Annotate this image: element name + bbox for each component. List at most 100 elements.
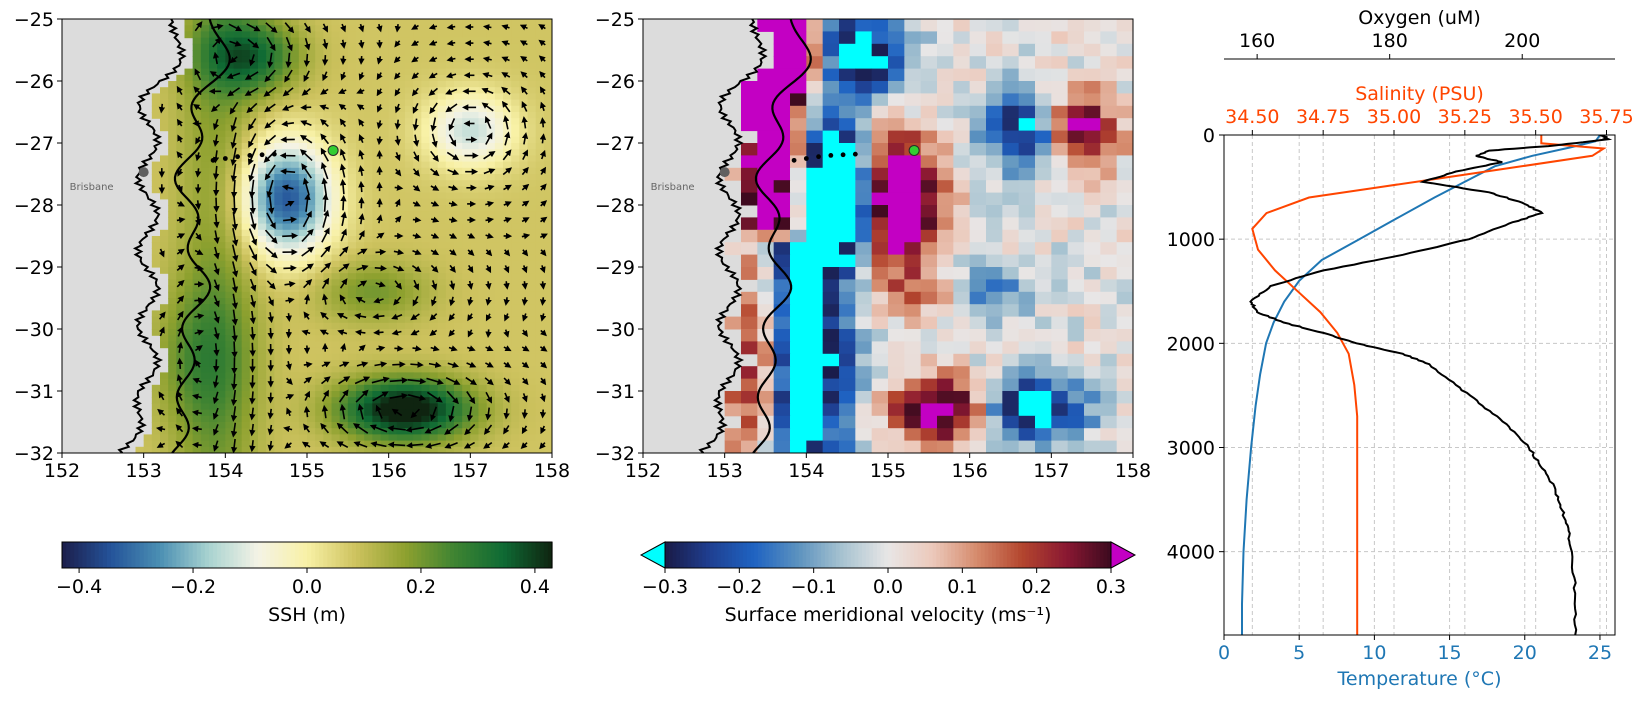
current-vector <box>521 377 529 386</box>
current-vector <box>376 72 383 81</box>
ssh-cell <box>396 74 406 82</box>
ssh-cell <box>274 322 284 330</box>
ssh-cell <box>290 360 300 367</box>
ssh-cell <box>176 192 186 200</box>
ssh-cell <box>437 335 447 342</box>
current-vector <box>411 72 419 80</box>
ssh-cell <box>282 322 292 330</box>
velocity-cell <box>773 428 791 442</box>
velocity-cell <box>904 217 922 231</box>
ssh-cell <box>290 93 300 101</box>
ssh-cell <box>249 360 259 367</box>
ssh-cell <box>519 335 529 342</box>
velocity-cell <box>822 167 840 181</box>
ssh-cell <box>347 273 357 280</box>
ssh-cell <box>209 291 218 299</box>
ssh-cell <box>209 19 218 26</box>
velocity-cell <box>888 378 905 392</box>
ssh-cell <box>209 248 218 256</box>
ssh-cell <box>339 74 349 82</box>
velocity-cell <box>757 167 775 181</box>
colorbar-segment <box>679 542 685 568</box>
ssh-cell <box>535 31 545 39</box>
ssh-cell <box>241 415 251 423</box>
ssh-cell <box>470 43 480 51</box>
current-vector <box>228 23 243 32</box>
velocity-cell <box>773 56 791 70</box>
ssh-cell <box>445 186 455 194</box>
current-vector <box>467 280 474 290</box>
current-vector <box>321 293 329 305</box>
current-vector <box>446 390 459 405</box>
ssh-cell <box>160 112 169 119</box>
ssh-cell <box>290 50 300 57</box>
ssh-cell <box>478 211 488 218</box>
ssh-cell <box>405 180 414 187</box>
velocity-cell <box>1051 378 1069 392</box>
ssh-cell <box>274 366 284 373</box>
current-vector <box>428 23 438 30</box>
ssh-cell <box>478 422 488 429</box>
ssh-cell <box>535 112 545 119</box>
ssh-cell <box>405 353 414 361</box>
ssh-cell <box>429 242 439 249</box>
ssh-cell <box>209 353 218 361</box>
ssh-cell <box>151 415 161 423</box>
velocity-cell <box>741 217 758 231</box>
ssh-cell <box>331 217 341 225</box>
ssh-cell <box>233 205 243 212</box>
current-vector <box>376 56 383 65</box>
velocity-cell <box>757 329 775 342</box>
ssh-cell <box>331 403 341 411</box>
ssh-cell <box>388 56 398 63</box>
ssh-cell <box>274 62 284 70</box>
ssh-cell <box>503 143 512 150</box>
section-station <box>271 151 277 157</box>
current-vector <box>485 329 492 339</box>
velocity-cell <box>1084 43 1101 57</box>
velocity-cell <box>806 366 824 380</box>
ssh-cell <box>192 335 202 342</box>
ssh-cell <box>241 310 251 318</box>
velocity-cell <box>1100 217 1118 231</box>
current-vector <box>322 209 330 228</box>
ssh-cell <box>331 304 341 311</box>
ssh-cell <box>503 93 512 101</box>
ssh-cell <box>200 372 210 380</box>
velocity-cell <box>855 378 873 392</box>
ssh-cell <box>266 112 275 119</box>
ssh-cell <box>396 260 406 268</box>
velocity-cell <box>1100 229 1118 243</box>
ssh-cell <box>535 279 545 287</box>
ssh-cell <box>298 229 308 237</box>
ssh-cell <box>315 397 324 404</box>
ssh-cell <box>192 291 202 299</box>
ssh-cell <box>413 223 422 231</box>
ssh-cell <box>494 298 504 305</box>
velocity-cell <box>741 341 758 355</box>
current-vector <box>319 329 329 336</box>
velocity-cell <box>1100 428 1118 442</box>
ssh-cell <box>200 167 210 175</box>
current-vector <box>339 118 347 127</box>
ssh-cell <box>519 403 529 411</box>
velocity-cell <box>773 81 791 94</box>
current-vector <box>410 408 420 419</box>
ssh-cell <box>298 198 308 206</box>
current-vector <box>321 361 331 368</box>
ssh-cell <box>437 186 447 194</box>
ssh-cell <box>241 43 251 51</box>
ssh-cell <box>225 124 235 132</box>
ssh-cell <box>454 310 463 318</box>
ssh-cell <box>290 347 300 355</box>
ssh-cell <box>543 174 552 181</box>
ssh-cell <box>331 87 341 94</box>
velocity-cell <box>1051 31 1069 45</box>
velocity-cell <box>1067 180 1085 194</box>
velocity-cell <box>1002 229 1020 243</box>
ssh-cell <box>519 397 529 404</box>
current-vector <box>412 102 419 114</box>
ssh-cell <box>184 397 194 404</box>
ssh-cell <box>396 205 406 212</box>
ssh-cell <box>331 136 341 144</box>
